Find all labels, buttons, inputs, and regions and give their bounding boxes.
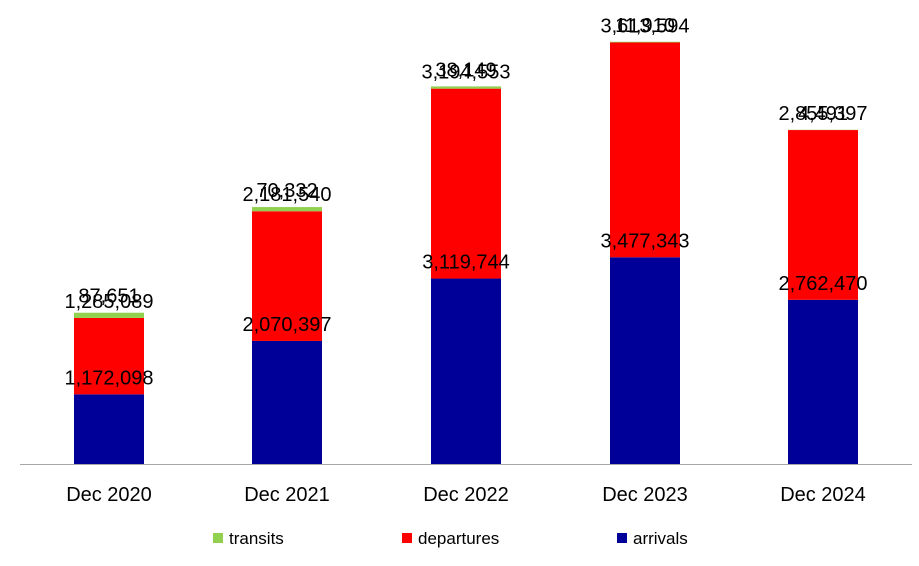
data-label-departures-3: 3,613,594 bbox=[601, 15, 690, 37]
data-label-arrivals-3: 3,477,343 bbox=[601, 230, 690, 252]
bar-arrivals-3 bbox=[610, 257, 680, 464]
bar-arrivals-0 bbox=[74, 394, 144, 464]
bar-departures-1 bbox=[252, 211, 322, 341]
data-label-departures-0: 1,285,089 bbox=[65, 291, 154, 313]
bar-arrivals-1 bbox=[252, 340, 322, 464]
legend-label-departures: departures bbox=[418, 529, 499, 548]
legend-label-arrivals: arrivals bbox=[633, 529, 688, 548]
legend-swatch-transits bbox=[213, 533, 223, 543]
data-label-departures-1: 2,181,540 bbox=[243, 184, 332, 206]
legend-label-transits: transits bbox=[229, 529, 284, 548]
data-label-arrivals-4: 2,762,470 bbox=[779, 273, 868, 295]
bar-transits-2 bbox=[431, 86, 501, 89]
bar-transits-3 bbox=[610, 41, 680, 43]
bar-departures-3 bbox=[610, 42, 680, 258]
legend-swatch-departures bbox=[402, 533, 412, 543]
bar-departures-2 bbox=[431, 88, 501, 279]
bar-arrivals-4 bbox=[788, 299, 858, 464]
data-label-transits-0: 87,651 bbox=[78, 286, 139, 308]
bar-transits-1 bbox=[252, 207, 322, 212]
bar-departures-0 bbox=[74, 317, 144, 395]
data-label-departures-4: 2,855,397 bbox=[779, 103, 868, 125]
data-label-arrivals-0: 1,172,098 bbox=[65, 367, 154, 389]
data-label-departures-2: 3,194,553 bbox=[422, 62, 511, 84]
x-tick-label-4: Dec 2024 bbox=[780, 484, 866, 506]
data-label-transits-3: 11,910 bbox=[615, 15, 675, 37]
data-label-transits-2: 38,149 bbox=[435, 59, 496, 81]
data-label-transits-1: 70,332 bbox=[256, 180, 317, 202]
bar-departures-4 bbox=[788, 130, 858, 300]
bar-transits-0 bbox=[74, 312, 144, 318]
x-tick-label-2: Dec 2022 bbox=[423, 484, 509, 506]
data-label-transits-4: 4,491 bbox=[798, 103, 848, 125]
x-tick-label-1: Dec 2021 bbox=[244, 484, 330, 506]
bar-arrivals-2 bbox=[431, 278, 501, 464]
legend-swatch-arrivals bbox=[617, 533, 627, 543]
data-label-arrivals-1: 2,070,397 bbox=[243, 314, 332, 336]
x-tick-label-0: Dec 2020 bbox=[66, 484, 152, 506]
x-tick-label-3: Dec 2023 bbox=[602, 484, 688, 506]
data-label-arrivals-2: 3,119,744 bbox=[422, 252, 510, 274]
